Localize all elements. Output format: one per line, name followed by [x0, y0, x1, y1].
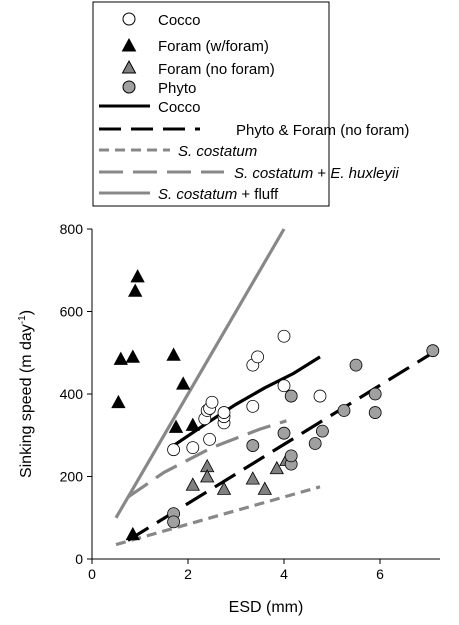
data-point-phyto [315, 424, 329, 438]
legend-label-sc-eh: S. costatum + E. huxleyii [234, 165, 399, 182]
series-line-s-costatum-fluff [114, 228, 286, 519]
data-point-phyto [246, 439, 260, 452]
ticks: 0 2 4 6 0 200 400 600 800 [60, 221, 384, 582]
data-point-phyto [349, 358, 363, 372]
data-point-cocco [203, 432, 217, 446]
data-point-foram-w-foram- [130, 269, 145, 283]
y-tick-label: 800 [60, 221, 84, 237]
data-point-cocco [217, 406, 231, 419]
data-point-phyto [337, 404, 351, 417]
data-point-foram-w-foram- [168, 419, 184, 433]
data-point-foram-w-foram- [125, 349, 140, 363]
legend-label-phyto: Phyto [158, 80, 196, 97]
legend-label-foram-no: Foram (no foram) [158, 61, 275, 78]
legend-marker-foram-w [121, 37, 137, 52]
legend-label-foram-w: Foram (w/foram) [158, 38, 269, 55]
data-point-foram-w-foram- [128, 283, 143, 297]
series-line-s-costatum-e-huxleyii [127, 419, 287, 499]
data-point-cocco [205, 395, 219, 409]
data-point-phyto [284, 449, 298, 463]
series-line-phyto-foram-no-foram- [127, 351, 434, 542]
data-point-foram-w-foram- [185, 417, 200, 431]
legend-label-sc-fluff: S. costatum + fluff [158, 186, 279, 203]
data-point-foram-no-foram- [216, 481, 232, 495]
legend-label-sc: S. costatum [178, 143, 257, 160]
data-point-foram-no-foram- [257, 481, 272, 495]
data-point-foram-no-foram- [269, 460, 284, 475]
fit-lines [114, 228, 434, 547]
data-point-foram-no-foram- [185, 477, 200, 491]
legend: Cocco Foram (w/foram) Foram (no foram) P… [92, 1, 409, 207]
legend-label-phyto-foram: Phyto & Foram (no foram) [236, 122, 409, 139]
legend-marker-cocco [122, 12, 136, 26]
x-tick-label: 0 [88, 566, 96, 582]
legend-label-cocco: Cocco [158, 12, 201, 29]
x-tick-label: 2 [184, 566, 192, 582]
data-point-cocco [251, 350, 265, 364]
y-tick-label: 200 [60, 469, 84, 485]
data-point-foram-w-foram- [176, 376, 191, 390]
data-points [111, 269, 440, 541]
data-point-cocco [277, 379, 291, 393]
legend-label-cocco-line: Cocco [158, 99, 201, 116]
data-point-phyto [167, 515, 181, 529]
y-tick-label: 600 [60, 304, 84, 320]
data-point-cocco [186, 441, 200, 455]
x-tick-label: 6 [376, 566, 384, 582]
y-axis-label: Sinking speed (m day-1) [17, 310, 35, 478]
legend-marker-phyto [122, 80, 136, 94]
data-point-phyto [277, 426, 291, 440]
data-point-phyto [426, 344, 440, 358]
data-point-phyto [284, 389, 298, 403]
x-tick-label: 4 [280, 566, 288, 582]
y-tick-label: 400 [60, 386, 84, 402]
data-point-cocco [277, 329, 291, 343]
data-point-foram-no-foram- [245, 471, 260, 485]
data-point-foram-w-foram- [113, 351, 128, 365]
data-point-cocco [167, 443, 181, 457]
x-axis-label: ESD (mm) [229, 599, 304, 616]
data-point-phyto [368, 406, 382, 419]
series-line-s-costatum [115, 485, 321, 547]
series-line-cocco [172, 355, 321, 447]
data-point-phyto [308, 437, 322, 450]
data-point-cocco [246, 399, 260, 413]
data-point-cocco [313, 389, 327, 403]
data-point-foram-w-foram- [111, 394, 126, 409]
axes: 0 2 4 6 0 200 400 600 800 [60, 221, 440, 582]
y-tick-label: 0 [75, 551, 83, 567]
data-point-foram-w-foram- [125, 526, 140, 541]
legend-marker-foram-no [121, 59, 137, 74]
data-point-foram-no-foram- [200, 469, 215, 483]
data-point-foram-w-foram- [166, 347, 181, 361]
data-point-phyto [368, 387, 382, 401]
